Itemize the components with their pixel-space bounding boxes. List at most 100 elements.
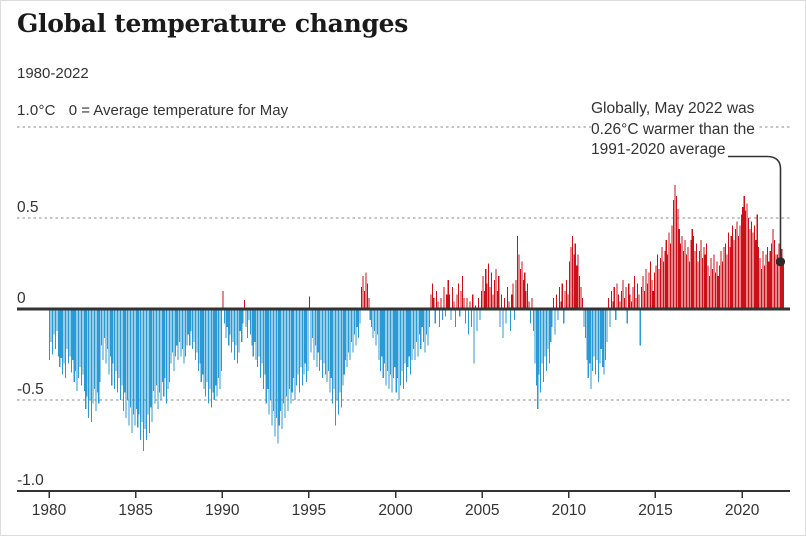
bar: [160, 309, 162, 400]
bar: [509, 309, 511, 331]
bar: [516, 236, 519, 309]
bar: [687, 247, 689, 309]
annotation-leader-line: [723, 155, 782, 257]
bar: [311, 309, 314, 339]
bar: [307, 309, 309, 371]
bar: [69, 309, 71, 357]
bar: [470, 309, 472, 328]
bar: [215, 309, 217, 386]
bar: [710, 258, 712, 309]
bar: [544, 309, 546, 357]
bar: [668, 232, 670, 309]
zero-baseline-note: 0 = Average temperature for May: [68, 102, 289, 119]
bar: [654, 272, 656, 309]
bar: [568, 261, 571, 309]
chart-title: Global temperature changes: [17, 9, 409, 38]
bar: [648, 272, 650, 309]
bar: [359, 309, 361, 324]
bar: [658, 268, 660, 309]
bar: [629, 294, 631, 309]
bar: [49, 309, 51, 360]
bar: [124, 309, 126, 393]
bar: [402, 309, 404, 390]
bar: [174, 309, 176, 357]
bar: [418, 309, 420, 335]
bar: [761, 268, 763, 309]
bar: [388, 309, 390, 390]
bar: [225, 309, 227, 339]
bar: [95, 309, 97, 411]
bar: [638, 294, 640, 309]
bar: [555, 294, 558, 309]
bar: [264, 309, 266, 375]
bar: [401, 309, 403, 371]
bar: [333, 309, 335, 390]
bar: [131, 309, 133, 433]
bar: [372, 309, 374, 339]
bar: [163, 309, 165, 397]
bar: [125, 309, 127, 419]
bar: [148, 309, 150, 433]
bar: [259, 309, 262, 379]
bar: [605, 309, 607, 360]
bar: [584, 309, 586, 339]
bar: [476, 309, 478, 331]
bar: [443, 287, 445, 309]
bar: [145, 309, 147, 441]
bar: [261, 309, 263, 364]
bar: [203, 309, 205, 390]
bar: [382, 309, 384, 379]
bar: [199, 309, 201, 364]
bar: [600, 309, 602, 350]
bar: [381, 309, 383, 357]
bar: [251, 309, 253, 346]
bar: [180, 309, 182, 357]
bar: [762, 250, 764, 309]
bar: [613, 287, 615, 309]
bar: [106, 309, 108, 350]
bar: [366, 283, 368, 309]
bar: [385, 309, 387, 386]
bar: [529, 309, 532, 324]
bar: [628, 283, 630, 309]
bar: [615, 309, 617, 320]
bar: [622, 279, 624, 309]
bar: [618, 294, 620, 309]
bar: [538, 309, 540, 375]
bar: [534, 309, 536, 364]
bar: [414, 309, 416, 360]
bar: [142, 309, 145, 451]
bar: [212, 309, 214, 393]
bar: [375, 309, 377, 346]
y-tick-label: 0: [17, 290, 26, 307]
bar: [691, 228, 693, 309]
bar: [646, 283, 649, 309]
bar: [171, 309, 173, 353]
bar: [346, 309, 348, 368]
bar: [477, 298, 480, 309]
bar: [781, 248, 783, 309]
bar: [720, 250, 722, 309]
bar: [586, 309, 588, 360]
bar: [688, 261, 690, 309]
bar: [78, 309, 80, 379]
bar: [320, 309, 322, 360]
bar: [490, 272, 493, 309]
bar: [690, 239, 692, 309]
bar: [735, 228, 737, 309]
bar: [394, 309, 396, 368]
bar: [537, 309, 539, 410]
bar: [231, 309, 233, 353]
bar: [75, 309, 77, 371]
bar: [635, 298, 637, 309]
bar: [153, 309, 155, 391]
bar: [57, 309, 59, 357]
bar: [324, 309, 327, 375]
bar: [633, 276, 636, 309]
bar: [161, 309, 163, 382]
bar: [236, 309, 238, 364]
bar: [342, 309, 344, 386]
bar: [652, 290, 654, 309]
bar: [645, 268, 647, 309]
